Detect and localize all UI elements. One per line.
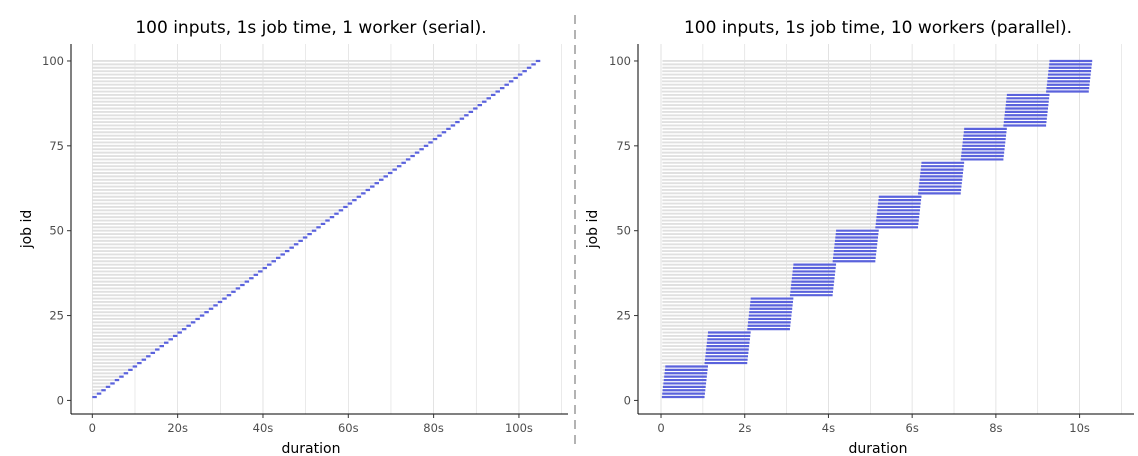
- x-ticks: 0 2s 4s 6s 8s 10s: [657, 414, 1090, 435]
- y-tick-label: 25: [616, 309, 631, 323]
- gridlines: [660, 44, 1122, 414]
- chart-title: 100 inputs, 1s job time, 10 workers (par…: [684, 18, 1072, 38]
- y-axis-label: job id: [19, 210, 35, 250]
- x-axis-label: duration: [282, 441, 341, 456]
- y-tick-label: 100: [42, 54, 64, 68]
- x-axis-label: duration: [849, 441, 908, 456]
- bars: [92, 59, 541, 399]
- x-tick-label: 20s: [167, 421, 188, 435]
- x-tick-label: 0: [657, 421, 664, 435]
- x-tick-label: 10s: [1069, 421, 1090, 435]
- chart-title: 100 inputs, 1s job time, 1 worker (seria…: [135, 18, 486, 38]
- parallel-chart: 100 inputs, 1s job time, 10 workers (par…: [585, 18, 1134, 456]
- x-tick-label: 60s: [338, 421, 359, 435]
- y-tick-label: 0: [624, 393, 631, 407]
- y-tick-label: 50: [49, 224, 64, 238]
- x-tick-label: 8s: [989, 421, 1002, 435]
- x-ticks: 0 20s 40s 60s 80s 100s: [89, 414, 533, 435]
- bars: [661, 59, 1093, 399]
- x-tick-label: 2s: [738, 421, 751, 435]
- x-tick-label: 100s: [505, 421, 533, 435]
- y-tick-label: 75: [616, 139, 631, 153]
- x-tick-label: 6s: [906, 421, 919, 435]
- x-tick-label: 0: [89, 421, 96, 435]
- y-ticks: 0 25 50 75 100: [42, 54, 71, 407]
- y-tick-label: 25: [49, 309, 64, 323]
- y-tick-label: 75: [49, 139, 64, 153]
- y-tick-label: 50: [616, 224, 631, 238]
- x-tick-label: 4s: [822, 421, 835, 435]
- y-tick-label: 100: [609, 54, 631, 68]
- x-tick-label: 80s: [423, 421, 444, 435]
- y-ticks: 0 25 50 75 100: [609, 54, 638, 407]
- y-axis-label: job id: [585, 210, 601, 250]
- gridlines: [92, 44, 562, 414]
- serial-chart: 100 inputs, 1s job time, 1 worker (seria…: [19, 18, 568, 456]
- x-tick-label: 40s: [253, 421, 274, 435]
- y-tick-label: 0: [57, 393, 64, 407]
